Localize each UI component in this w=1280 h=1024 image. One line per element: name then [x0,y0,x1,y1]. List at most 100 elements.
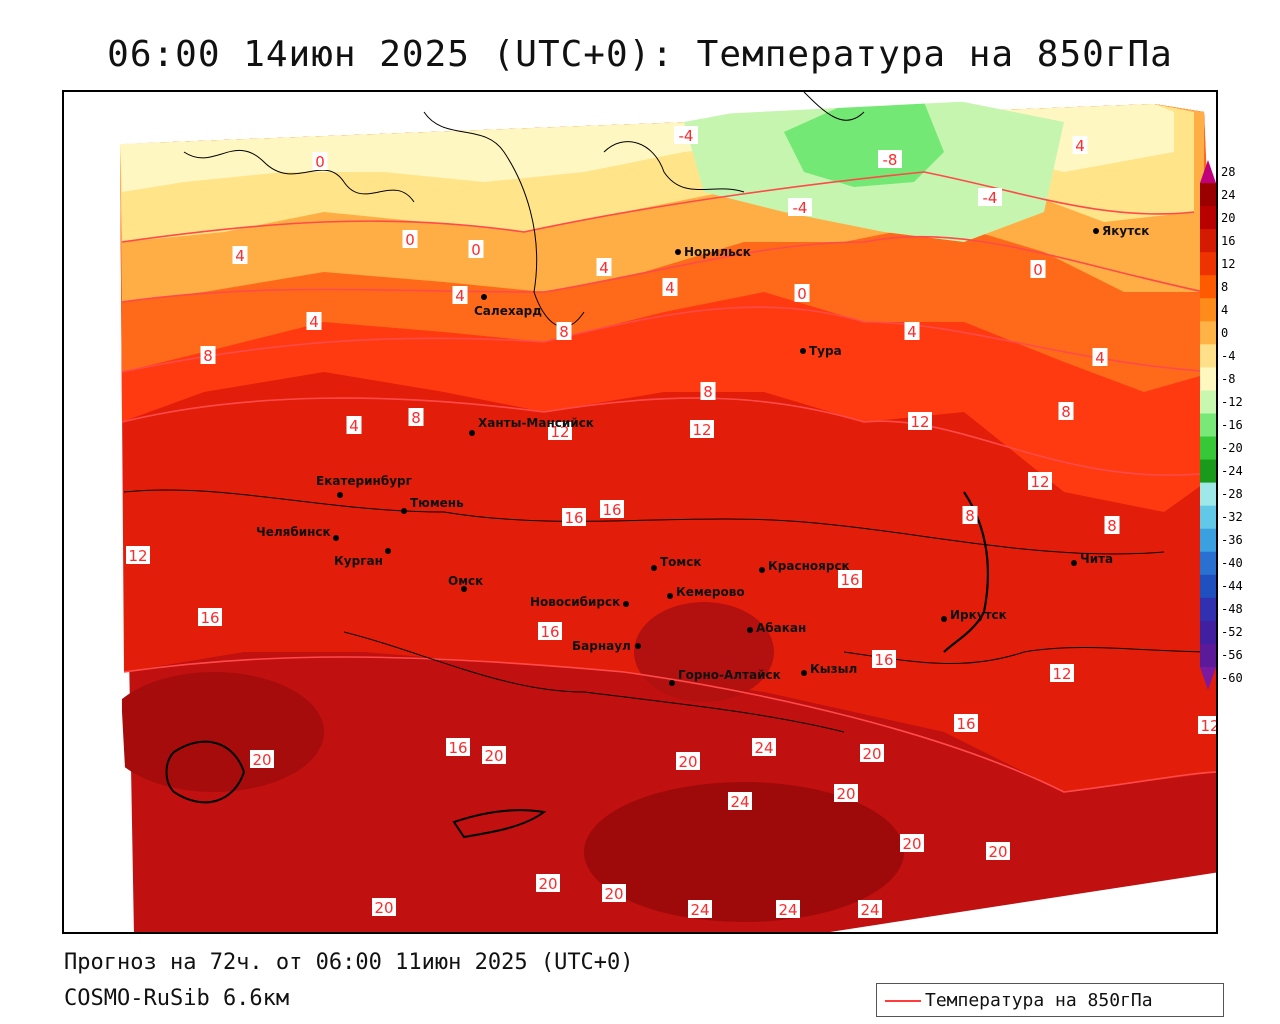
contour-label: 8 [203,347,213,365]
contour-label-box [954,714,978,732]
contour-label-box [468,240,484,258]
city-dot [675,249,681,255]
contour-label: 24 [860,901,879,919]
hotspot-south [584,782,904,922]
contour-label: 4 [455,287,465,305]
contour-label-box [446,738,470,756]
contour-label: 0 [797,285,807,303]
contour-label-box [408,408,424,426]
contour-label-box [1050,664,1074,682]
colorbar-top-arrow [1200,160,1216,184]
city-dot [800,348,806,354]
contour-label-box [536,874,560,892]
contour-label-box [562,508,586,526]
city-label: Томск [660,555,702,569]
contour-label-box [538,622,562,640]
map-svg: -8 -4 -4 -4 0 0 0 0 0 4 4 4 4 4 4 4 4 4 8 8 8 8 8 8 8 12 12 12 12 12 1… [64,92,1216,932]
contour-label-box [198,608,222,626]
temperature-field [104,96,1216,932]
contour-lines [121,171,1216,793]
contour-label: 20 [862,745,881,763]
contour-label-box [306,312,322,330]
contour-label-box [1198,716,1216,734]
contour-label: 16 [602,501,621,519]
contour-label-box [858,900,882,918]
city-dot [623,601,629,607]
contour-label: 4 [665,279,675,297]
colorbar-swatch [1200,344,1216,368]
contour-label-box [1058,402,1074,420]
contour-label: 16 [840,571,859,589]
colorbar-swatch [1200,298,1216,322]
contour-label-box [1104,516,1120,534]
map-title: 06:00 14июн 2025 (UTC+0): Температура на… [107,34,1173,75]
colorbar-swatch [1200,551,1216,576]
colorbar-tick-label: -12 [1221,395,1243,409]
contour-label: -4 [793,199,808,217]
contour-label: 20 [988,843,1007,861]
model-info: COSMO-RuSib 6.6км [64,986,290,1011]
contour-label: 12 [1030,473,1049,491]
domain-mask-top-left [64,92,1216,144]
city-dot [651,565,657,571]
city-label: Иркутск [950,608,1007,622]
colorbar-swatch [1200,482,1216,507]
city-dot [669,680,675,686]
city-dot [1071,560,1077,566]
colorbar-swatch [1200,275,1216,299]
colorbar-swatch [1200,643,1216,668]
colorbar-tick-label: -48 [1221,602,1243,616]
contour-label-box [978,188,1002,206]
contour-label-box [872,650,896,668]
contour-label: 4 [1075,137,1085,155]
contour-label-box [834,784,858,802]
colorbar-swatch [1200,620,1216,645]
contour-label: 4 [309,313,319,331]
contour-label-box [662,278,678,296]
colorbar-tick-label: -44 [1221,579,1243,593]
contour-label: 24 [690,901,709,919]
city-label: Чита [1080,552,1113,566]
contour-label: 12 [910,413,929,431]
colorbar-tick-label: -32 [1221,510,1243,524]
colorbar-tick-label: -56 [1221,648,1243,662]
colorbar-tick-label: -20 [1221,441,1243,455]
contour-label-box [1030,260,1046,278]
contour-label: 16 [956,715,975,733]
colorbar-tick-label: 20 [1221,211,1236,225]
contour-label-box [986,842,1010,860]
contour-label: 8 [411,409,421,427]
contour-label: 4 [1095,349,1105,367]
colorbar-svg [1200,160,1216,690]
contour-label-box [700,382,716,400]
colorbar-swatch [1200,229,1216,253]
contour-label-box [600,500,624,518]
contour-label-box [900,834,924,852]
colorbar-tick-label: -28 [1221,487,1243,501]
contour-label-box [556,322,572,340]
contour-labels: -8 -4 -4 -4 0 0 0 0 0 4 4 4 4 4 4 4 4 4 8 8 8 8 8 8 8 12 12 12 12 12 1… [126,126,1216,919]
city-label: Абакан [756,621,806,635]
colorbar-bottom-arrow [1200,666,1216,690]
contour-label-box [908,412,932,430]
contour-label-box [794,284,810,302]
contour-label-box [962,506,978,524]
temperature-map: -8 -4 -4 -4 0 0 0 0 0 4 4 4 4 4 4 4 4 4 8 8 8 8 8 8 8 12 12 12 12 12 1… [62,90,1218,934]
contour-label-box [452,286,468,304]
colorbar-swatch [1200,459,1216,484]
contour-label: 8 [1107,517,1117,535]
colorbar-tick-label: 28 [1221,165,1236,179]
city-label: Новосибирск [530,595,620,609]
hotspot-west [104,672,324,792]
contour-label-box [1092,348,1108,366]
city-label: Курган [334,554,383,568]
band-minus12-minus8 [784,96,944,187]
contour-label: 0 [405,231,415,249]
city-dot [941,616,947,622]
contour-label-box [776,900,800,918]
contour-label-box [860,744,884,762]
contour-label-box [482,746,506,764]
city-label: Кызыл [810,662,857,676]
contour-label-box [126,546,150,564]
contour-label: 16 [564,509,583,527]
